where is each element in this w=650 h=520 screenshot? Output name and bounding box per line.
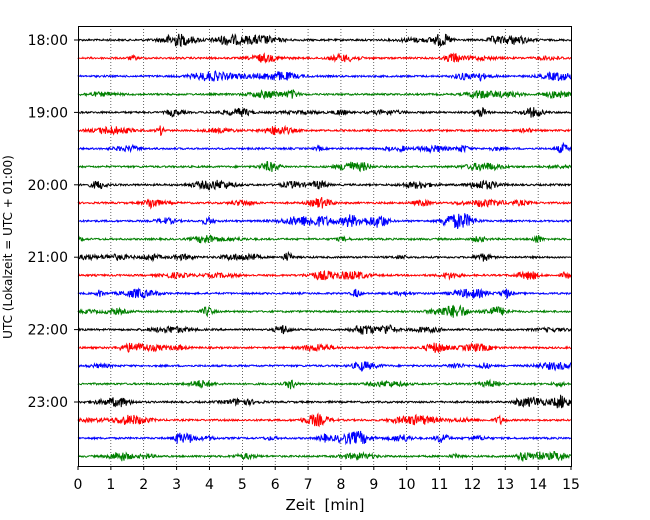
x-tick-label: 5	[238, 477, 247, 493]
trace-line	[77, 287, 572, 300]
x-tick-label: 15	[562, 477, 580, 493]
trace-line	[77, 52, 572, 64]
trace-line	[77, 304, 572, 318]
trace-line	[77, 124, 572, 137]
vertical-grid	[110, 26, 539, 466]
x-axis-label: Zeit [min]	[285, 496, 364, 514]
x-tick-label: 0	[74, 477, 83, 493]
y-axis-ticks: 18:00 19:00 20:00 21:00 22:00 23:00	[28, 33, 78, 411]
trace-line	[77, 250, 572, 263]
trace-line	[77, 341, 572, 354]
x-tick-label: 4	[205, 477, 214, 493]
trace-line	[77, 430, 572, 446]
trace-line	[77, 89, 572, 100]
y-tick-label: 22:00	[28, 323, 68, 339]
x-tick-label: 2	[139, 477, 148, 493]
y-tick-label: 20:00	[28, 178, 68, 194]
trace-line	[77, 234, 572, 244]
trace-line	[77, 270, 572, 281]
x-axis-ticks: 0 1 2 3 4 5 6 7 8 9 10 11 12 13 14 15	[74, 466, 580, 493]
y-tick-label: 18:00	[28, 33, 68, 49]
x-tick-label: 11	[431, 477, 449, 493]
y-tick-label: 21:00	[28, 250, 68, 266]
x-tick-label: 1	[106, 477, 115, 493]
x-tick-label: 7	[304, 477, 313, 493]
trace-line	[77, 161, 572, 173]
x-tick-label: 6	[271, 477, 280, 493]
trace-line	[77, 324, 572, 335]
trace-line	[77, 196, 572, 210]
trace-line	[77, 394, 572, 409]
x-tick-label: 3	[172, 477, 181, 493]
traces-group	[77, 33, 572, 462]
y-axis-label: UTC (Lokalzeit = UTC + 01:00)	[1, 155, 15, 339]
plot-frame	[78, 26, 572, 467]
x-tick-label: 12	[463, 477, 481, 493]
x-tick-label: 9	[369, 477, 378, 493]
trace-line	[77, 451, 572, 462]
y-tick-label: 23:00	[28, 395, 68, 411]
trace-line	[77, 179, 572, 191]
trace-line	[77, 141, 572, 155]
x-tick-label: 10	[398, 477, 416, 493]
trace-line	[77, 107, 572, 118]
y-tick-label: 19:00	[28, 105, 68, 121]
x-tick-label: 13	[496, 477, 514, 493]
trace-line	[77, 213, 572, 230]
trace-line	[77, 361, 572, 373]
x-tick-label: 14	[529, 477, 547, 493]
trace-line	[77, 70, 572, 82]
x-tick-label: 8	[336, 477, 345, 493]
trace-line	[77, 412, 572, 428]
trace-line	[77, 33, 572, 48]
trace-line	[77, 378, 572, 390]
